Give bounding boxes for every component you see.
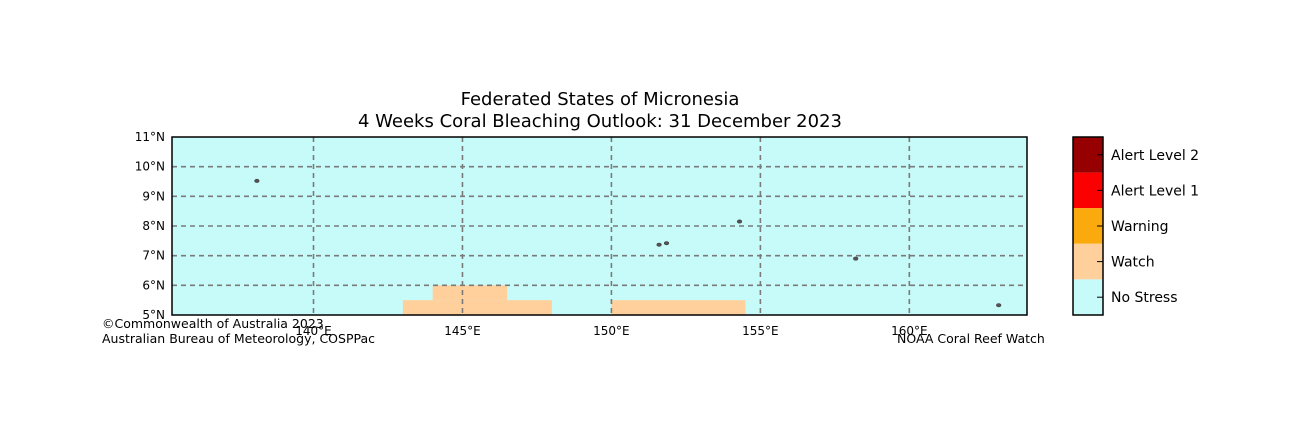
island-marker [996,303,1002,308]
gridlines-layer [172,137,1027,315]
island-marker [656,242,662,247]
lat-tick-label: 9°N [142,189,165,203]
watch-area-3 [611,300,746,315]
watch-areas-layer [402,285,746,315]
islands-layer [254,178,1002,308]
watch-area-2 [432,285,508,301]
watch-area-1 [402,300,552,315]
lon-tick-label: 145°E [444,324,481,338]
credit-agency: Australian Bureau of Meteorology, COSPPa… [102,331,375,346]
lon-tick-label: 160°E [891,324,928,338]
lat-tick-label: 5°N [142,308,165,322]
legend: Alert Level 2 Alert Level 1 Warning Watch No… [1072,136,1199,316]
legend-label: Alert Level 2 [1111,148,1199,164]
figure-title-line1: Federated States of Micronesia [461,89,740,110]
map-frame [171,136,1028,316]
legend-label: Alert Level 1 [1111,183,1199,199]
lon-tick-label: 155°E [742,324,779,338]
legend-label: Watch [1111,255,1155,271]
latitude-ticks: 11°N 10°N 9°N 8°N 7°N 6°N 5°N [135,130,165,322]
island-marker [254,178,260,183]
lat-tick-label: 8°N [142,219,165,233]
lat-tick-label: 7°N [142,249,165,263]
lat-tick-label: 10°N [135,160,165,174]
island-marker [736,219,743,224]
island-marker [663,241,670,246]
figure-title-line2: 4 Weeks Coral Bleaching Outlook: 31 Dece… [358,111,842,132]
legend-label: Warning [1111,219,1169,235]
lat-tick-label: 11°N [135,130,165,144]
lon-tick-label: 140°E [295,324,332,338]
legend-frame [1072,136,1104,316]
longitude-ticks: 140°E 145°E 150°E 155°E 160°E [295,324,927,338]
lat-tick-label: 6°N [142,278,165,292]
island-marker [853,256,859,261]
credit-noaa: NOAA Coral Reef Watch [897,331,1045,346]
lon-tick-label: 150°E [593,324,630,338]
legend-label: No Stress [1111,290,1178,306]
credit-copyright: ©Commonwealth of Australia 2023 [102,316,324,331]
